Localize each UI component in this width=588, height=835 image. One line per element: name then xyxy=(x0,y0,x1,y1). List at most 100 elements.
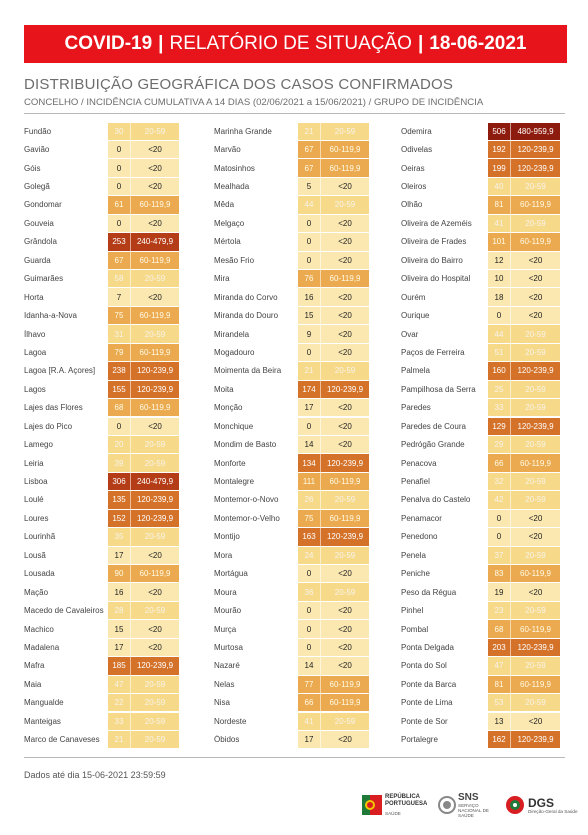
incidence-group: 60-119,9 xyxy=(511,620,560,638)
incidence-group: <20 xyxy=(131,546,179,564)
municipality-name: Horta xyxy=(24,292,44,302)
municipality-name: Olhão xyxy=(401,200,423,210)
municipality-row: Penedono 0 <20 xyxy=(401,528,560,546)
incidence-value: 0 xyxy=(298,417,321,435)
incidence-value: 18 xyxy=(488,288,511,306)
municipality-row: Lajes do Pico 0 <20 xyxy=(24,417,179,435)
incidence-group: <20 xyxy=(321,251,369,269)
municipality-row: Ovar 44 20-59 xyxy=(401,325,560,343)
incidence-group: <20 xyxy=(321,601,369,620)
page-title: DISTRIBUIÇÃO GEOGRÁFICA DOS CASOS CONFIR… xyxy=(24,76,454,93)
incidence-value: 19 xyxy=(488,583,511,601)
incidence-group: <20 xyxy=(511,288,560,306)
municipality-name: Pinhel xyxy=(401,606,424,616)
incidence-value: 41 xyxy=(298,712,321,730)
incidence-value: 15 xyxy=(108,620,131,638)
incidence-group: <20 xyxy=(131,417,179,435)
incidence-value: 83 xyxy=(488,565,511,583)
incidence-group: 60-119,9 xyxy=(321,675,369,694)
municipality-row: Marinha Grande 21 20-59 xyxy=(214,122,369,140)
municipality-row: Pampilhosa da Serra 25 20-59 xyxy=(401,380,560,399)
municipality-row: Macedo de Cavaleiros 28 20-59 xyxy=(24,601,179,620)
municipality-row: Mondim de Basto 14 <20 xyxy=(214,435,369,454)
municipality-row: Moura 36 20-59 xyxy=(214,583,369,601)
incidence-group: 20-59 xyxy=(511,399,560,417)
municipality-name: Pombal xyxy=(401,624,429,634)
municipality-row: Mortágua 0 <20 xyxy=(214,565,369,583)
municipality-row: Manteigas 33 20-59 xyxy=(24,712,179,730)
incidence-group: 60-119,9 xyxy=(321,472,369,491)
incidence-group: 60-119,9 xyxy=(131,251,179,269)
incidence-value: 152 xyxy=(108,509,131,528)
incidence-group: 20-59 xyxy=(321,712,369,730)
incidence-group: 20-59 xyxy=(131,122,179,140)
incidence-value: 32 xyxy=(488,472,511,491)
incidence-group: <20 xyxy=(511,509,560,528)
municipality-row: Palmela 160 120-239,9 xyxy=(401,362,560,380)
incidence-group: 60-119,9 xyxy=(321,159,369,177)
municipality-name: Peniche xyxy=(401,569,430,579)
municipality-row: Gavião 0 <20 xyxy=(24,140,179,159)
municipality-name: Penafiel xyxy=(401,477,430,487)
incidence-value: 47 xyxy=(108,675,131,694)
municipality-row: Loures 152 120-239,9 xyxy=(24,509,179,528)
municipality-row: Nordeste 41 20-59 xyxy=(214,712,369,730)
rp-line-1: REPÚBLICA xyxy=(385,794,421,800)
municipality-row: Loulé 135 120-239,9 xyxy=(24,491,179,509)
municipality-row: Mogadouro 0 <20 xyxy=(214,343,369,362)
municipality-row: Mira 76 60-119,9 xyxy=(214,270,369,288)
report-banner: COVID-19 | RELATÓRIO DE SITUAÇÃO | 18-06… xyxy=(24,25,567,63)
incidence-value: 306 xyxy=(108,472,131,491)
incidence-value: 14 xyxy=(298,657,321,675)
municipality-row: Ourique 0 <20 xyxy=(401,306,560,325)
incidence-value: 33 xyxy=(488,399,511,417)
incidence-value: 81 xyxy=(488,196,511,214)
incidence-group: <20 xyxy=(321,343,369,362)
incidence-group: 20-59 xyxy=(131,712,179,730)
municipality-name: Lourinhã xyxy=(24,532,56,542)
municipality-name: Lousã xyxy=(24,550,46,560)
incidence-group: 120-239,9 xyxy=(511,730,560,749)
incidence-group: <20 xyxy=(131,214,179,233)
municipality-row: Ponta Delgada 203 120-239,9 xyxy=(401,638,560,657)
municipality-row: Madalena 17 <20 xyxy=(24,638,179,657)
municipality-row: Miranda do Corvo 16 <20 xyxy=(214,288,369,306)
dgs-logo: DGS Direção-Geral da Saúde xyxy=(505,790,578,820)
municipality-row: Fundão 30 20-59 xyxy=(24,122,179,140)
incidence-value: 162 xyxy=(488,730,511,749)
republica-emblem-icon xyxy=(362,795,382,815)
incidence-group: 20-59 xyxy=(511,546,560,564)
municipality-name: Monchique xyxy=(214,421,254,431)
incidence-group: 20-59 xyxy=(131,325,179,343)
incidence-group: 60-119,9 xyxy=(511,233,560,251)
dgs-label: DGS xyxy=(528,795,555,810)
incidence-value: 0 xyxy=(298,601,321,620)
incidence-group: <20 xyxy=(321,638,369,657)
incidence-value: 238 xyxy=(108,362,131,380)
banner-covid: COVID-19 xyxy=(64,33,153,54)
incidence-group: 120-239,9 xyxy=(131,657,179,675)
incidence-value: 41 xyxy=(488,214,511,233)
municipality-name: Nazaré xyxy=(214,661,240,671)
incidence-value: 66 xyxy=(298,694,321,712)
municipality-row: Moita 174 120-239,9 xyxy=(214,380,369,399)
municipality-name: Paredes de Coura xyxy=(401,421,466,431)
municipality-name: Lagos xyxy=(24,384,46,394)
incidence-group: 20-59 xyxy=(511,380,560,399)
incidence-value: 20 xyxy=(108,435,131,454)
incidence-value: 0 xyxy=(108,177,131,196)
municipality-name: Gouveia xyxy=(24,218,54,228)
municipality-row: Ponte da Barca 81 60-119,9 xyxy=(401,675,560,694)
incidence-group: 20-59 xyxy=(321,122,369,140)
incidence-group: 20-59 xyxy=(511,343,560,362)
municipality-name: Mealhada xyxy=(214,182,250,192)
municipality-name: Loures xyxy=(24,513,49,523)
municipality-row: Óbidos 17 <20 xyxy=(214,730,369,749)
municipality-name: Montijo xyxy=(214,532,240,542)
incidence-value: 199 xyxy=(488,159,511,177)
municipality-row: Guarda 67 60-119,9 xyxy=(24,251,179,269)
incidence-group: 240-479,9 xyxy=(131,233,179,251)
municipality-name: Moimenta da Beira xyxy=(214,366,282,376)
municipality-row: Nazaré 14 <20 xyxy=(214,657,369,675)
municipality-row: Góis 0 <20 xyxy=(24,159,179,177)
